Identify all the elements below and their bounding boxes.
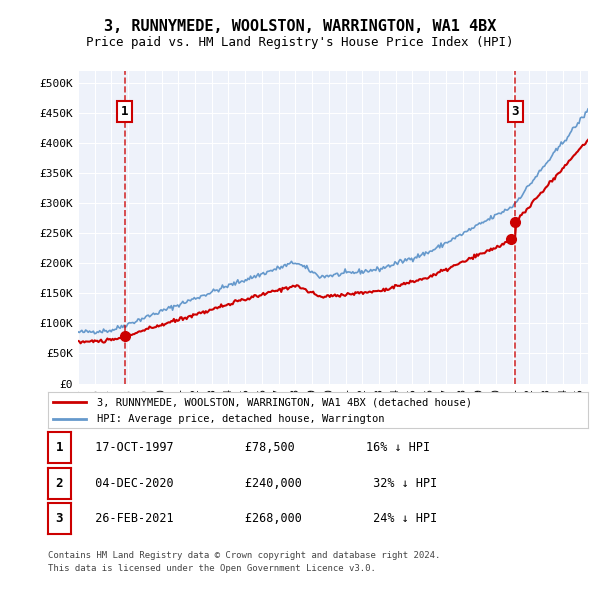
Text: 04-DEC-2020          £240,000          32% ↓ HPI: 04-DEC-2020 £240,000 32% ↓ HPI [81,477,437,490]
Text: 26-FEB-2021          £268,000          24% ↓ HPI: 26-FEB-2021 £268,000 24% ↓ HPI [81,512,437,525]
Text: HPI: Average price, detached house, Warrington: HPI: Average price, detached house, Warr… [97,414,384,424]
Text: 3, RUNNYMEDE, WOOLSTON, WARRINGTON, WA1 4BX (detached house): 3, RUNNYMEDE, WOOLSTON, WARRINGTON, WA1 … [97,397,472,407]
Text: 3: 3 [56,512,63,525]
Text: 3: 3 [512,105,519,118]
Text: 1: 1 [56,441,63,454]
Text: 3, RUNNYMEDE, WOOLSTON, WARRINGTON, WA1 4BX: 3, RUNNYMEDE, WOOLSTON, WARRINGTON, WA1 … [104,19,496,34]
Text: 2: 2 [56,477,63,490]
Text: 17-OCT-1997          £78,500          16% ↓ HPI: 17-OCT-1997 £78,500 16% ↓ HPI [81,441,430,454]
Text: 1: 1 [121,105,128,118]
Text: This data is licensed under the Open Government Licence v3.0.: This data is licensed under the Open Gov… [48,563,376,572]
Text: Contains HM Land Registry data © Crown copyright and database right 2024.: Contains HM Land Registry data © Crown c… [48,550,440,559]
Text: Price paid vs. HM Land Registry's House Price Index (HPI): Price paid vs. HM Land Registry's House … [86,36,514,49]
